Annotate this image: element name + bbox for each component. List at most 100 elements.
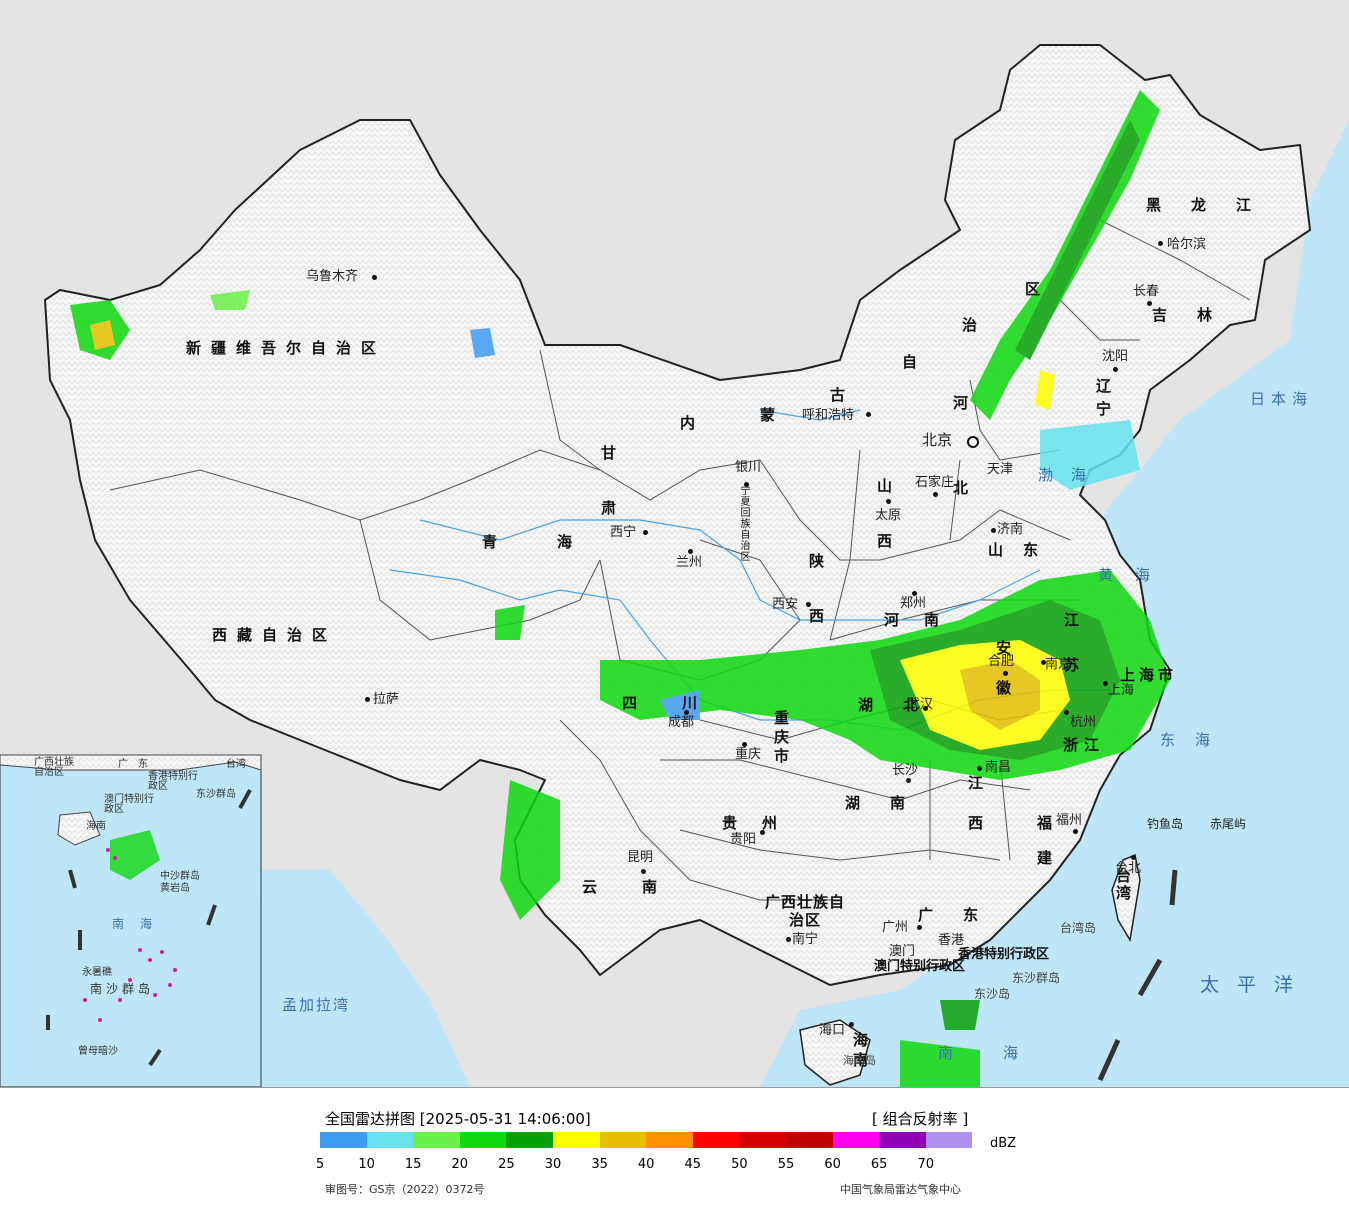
city-lanzhou[interactable]: 兰州 (676, 555, 703, 570)
label-guangxi: 广西壮族自治区 (764, 893, 845, 929)
city-yinchuan[interactable]: 银川 (735, 460, 762, 475)
city-zhengzhou[interactable]: 郑州 (900, 596, 927, 611)
city-dot (742, 742, 747, 747)
city-taiyuan[interactable]: 太原 (875, 508, 902, 523)
city-urumqi[interactable]: 乌鲁木齐 (306, 269, 359, 284)
label-liaoning: 辽宁 (1094, 378, 1112, 424)
inset-label-hongkong: 香港特别行政区 (148, 771, 198, 792)
city-xian[interactable]: 西安 (772, 597, 799, 612)
inset-label-guangxi: 广西壮族自治区 (34, 757, 74, 778)
label-sea-of-japan: 日本海 (1250, 390, 1314, 408)
city-jinan[interactable]: 济南 (997, 522, 1024, 537)
city-xining[interactable]: 西宁 (610, 525, 637, 540)
city-shenyang[interactable]: 沈阳 (1102, 349, 1129, 364)
city-dot (933, 492, 938, 497)
city-hongkong[interactable]: 香港 (938, 933, 965, 948)
bay-of-bengal (230, 870, 470, 1087)
city-lhasa[interactable]: 拉萨 (373, 692, 400, 707)
city-hohhot[interactable]: 呼和浩特 (802, 408, 855, 423)
label-qinghai: 青海 (482, 533, 633, 551)
label-xizang: 西藏自治区 (212, 626, 338, 644)
capital-icon (967, 436, 979, 448)
city-chengdu[interactable]: 成都 (668, 715, 695, 730)
city-dot (684, 710, 689, 715)
data-source: 中国气象局雷达气象中心 (840, 1183, 961, 1196)
scale-swatch (692, 1132, 740, 1148)
scale-tick: 50 (731, 1157, 748, 1172)
city-dot (906, 778, 911, 783)
radar-map[interactable]: 新疆维吾尔自治区 西藏自治区 青海 甘肃 内 蒙 古 自 治 区 宁夏回族自治区… (0, 0, 1349, 1087)
review-number: 审图号：GS京（2022）0372号 (325, 1183, 485, 1196)
city-nanning[interactable]: 南宁 (792, 932, 819, 947)
legend-title: 全国雷达拼图 [2025-05-31 14:06:00] (325, 1110, 591, 1128)
city-dot (372, 275, 377, 280)
city-dot (977, 766, 982, 771)
scale-swatch (599, 1132, 647, 1148)
city-dot (886, 499, 891, 504)
city-kunming[interactable]: 昆明 (627, 850, 654, 865)
label-hunan: 湖南 (845, 794, 936, 812)
city-dot (744, 482, 749, 487)
label-guizhou: 贵州 (722, 814, 803, 832)
city-dot (365, 697, 370, 702)
label-zhejiang: 浙江 (1063, 736, 1106, 754)
city-tianjin[interactable]: 天津 (987, 462, 1014, 477)
label-hubei: 湖北 (858, 696, 949, 714)
city-dot (991, 528, 996, 533)
city-changsha[interactable]: 长沙 (892, 763, 919, 778)
city-dot (1147, 301, 1152, 306)
label-macao-sar: 澳门特别行政区 (874, 959, 966, 974)
scale-swatch (879, 1132, 926, 1148)
scale-swatch (832, 1132, 880, 1148)
inset-label-huangyan: 黄岩岛 (160, 883, 190, 894)
city-beijing[interactable]: 北京 (922, 431, 953, 449)
legend-panel: 全国雷达拼图 [2025-05-31 14:06:00] [ 组合反射率 ] 5… (0, 1087, 1349, 1209)
city-dot (643, 530, 648, 535)
city-haikou[interactable]: 海口 (819, 1023, 846, 1038)
label-jiangsu: 江苏 (1062, 612, 1080, 702)
city-changchun[interactable]: 长春 (1133, 284, 1160, 299)
inset-label-zengmu: 曾母暗沙 (78, 1046, 118, 1057)
city-guangzhou[interactable]: 广州 (882, 920, 909, 935)
city-macao[interactable]: 澳门 (889, 944, 916, 959)
label-diaoyu: 钓鱼岛 (1147, 817, 1184, 831)
city-fuzhou[interactable]: 福州 (1056, 813, 1083, 828)
city-nanjing[interactable]: 南京 (1045, 657, 1072, 672)
city-shijiazhuang[interactable]: 石家庄 (915, 475, 955, 490)
label-shanxi: 山西 (875, 478, 893, 588)
city-wuhan[interactable]: 武汉 (907, 697, 934, 712)
scale-tick: 30 (544, 1157, 562, 1172)
ocean (760, 0, 1349, 1087)
city-harbin[interactable]: 哈尔滨 (1167, 237, 1207, 252)
label-neimenggu-2: 蒙 (760, 406, 786, 424)
scale-swatch (506, 1132, 553, 1148)
label-henan: 河南 (884, 611, 965, 629)
label-ningxia: 宁夏回族自治区 (738, 485, 749, 562)
city-dot (1131, 855, 1136, 860)
city-chongqing[interactable]: 重庆 (735, 747, 762, 762)
city-dot (806, 602, 811, 607)
label-neimenggu-3: 古 (830, 386, 856, 404)
map-canvas (0, 0, 1349, 1087)
scale-swatch (646, 1132, 693, 1148)
scale-tick: 10 (358, 1157, 375, 1172)
label-yunnan: 云南 (582, 878, 703, 896)
city-shanghai[interactable]: 上海 (1108, 683, 1135, 698)
scale-tick: 5 (315, 1157, 325, 1172)
city-nanchang[interactable]: 南昌 (985, 760, 1012, 775)
label-gansu: 甘肃 (599, 445, 617, 555)
city-guiyang[interactable]: 贵阳 (730, 832, 757, 847)
inset-label-nansha: 南沙群岛 (90, 982, 155, 996)
scale-swatch (785, 1132, 833, 1148)
label-fujian: 福建 (1035, 815, 1053, 885)
city-dot (1041, 660, 1046, 665)
scale-swatch (739, 1132, 786, 1148)
city-dot (1113, 367, 1118, 372)
label-neimenggu-4: 自 (902, 353, 928, 371)
label-neimenggu-1: 内 (680, 414, 706, 432)
city-hefei[interactable]: 合肥 (988, 654, 1015, 669)
inset-label-yongshu: 永暑礁 (82, 967, 112, 978)
city-taipei[interactable]: 台北 (1115, 861, 1142, 876)
city-hangzhou[interactable]: 杭州 (1070, 715, 1097, 730)
scale-tick: 20 (451, 1157, 469, 1172)
